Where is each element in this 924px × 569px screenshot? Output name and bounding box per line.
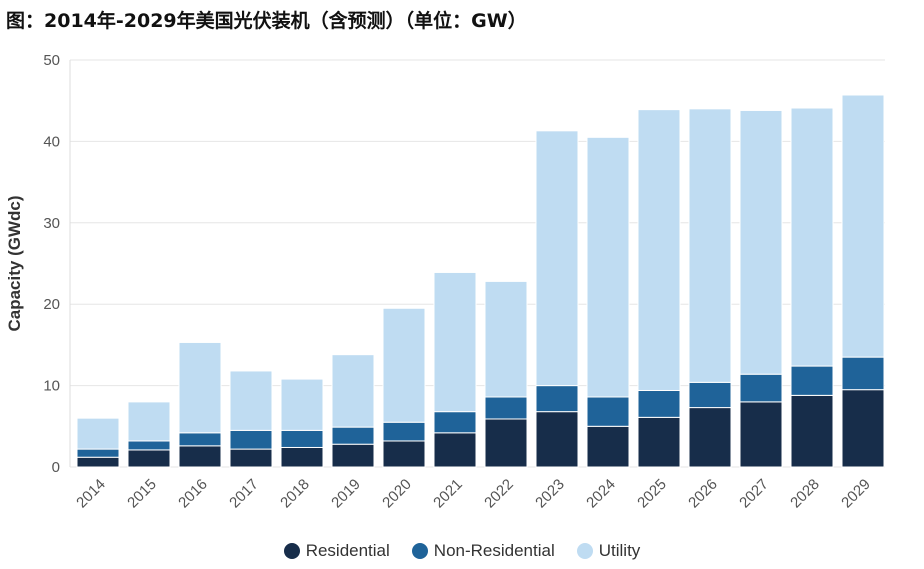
- chart-legend: Residential Non-Residential Utility: [0, 541, 924, 561]
- bar-residential-2027: [739, 401, 783, 468]
- x-tick-label: 2016: [175, 476, 211, 512]
- bar-non-residential-2016: [178, 432, 222, 447]
- x-tick-label: 2029: [838, 476, 874, 512]
- bar-non-residential-2019: [331, 426, 375, 445]
- bar-residential-2026: [688, 407, 732, 468]
- legend-item-non-residential: Non-Residential: [411, 541, 555, 561]
- bar-utility-2025: [637, 109, 681, 391]
- y-tick-label: 0: [52, 459, 60, 476]
- x-tick-label: 2019: [328, 476, 364, 512]
- bar-utility-2020: [382, 307, 426, 423]
- bar-utility-2017: [229, 370, 273, 431]
- legend-swatch-non-residential: [411, 543, 428, 559]
- bar-non-residential-2018: [280, 429, 324, 448]
- bar-residential-2016: [178, 445, 222, 468]
- x-tick-label: 2027: [736, 476, 772, 512]
- x-tick-label: 2021: [430, 476, 466, 512]
- bar-non-residential-2023: [535, 385, 579, 413]
- bar-non-residential-2022: [484, 396, 528, 420]
- y-tick-label: 30: [43, 215, 60, 232]
- bar-utility-2019: [331, 354, 375, 428]
- bar-residential-2029: [841, 389, 885, 468]
- bar-non-residential-2015: [127, 440, 171, 451]
- x-tick-label: 2017: [226, 476, 262, 512]
- bar-residential-2025: [637, 416, 681, 468]
- bar-utility-2022: [484, 280, 528, 398]
- x-tick-label: 2023: [532, 476, 568, 512]
- x-tick-label: 2028: [787, 476, 823, 512]
- bar-residential-2014: [76, 456, 120, 468]
- bar-non-residential-2025: [637, 389, 681, 418]
- bar-residential-2015: [127, 449, 171, 468]
- bar-utility-2028: [790, 107, 834, 367]
- bar-non-residential-2020: [382, 421, 426, 442]
- legend-label-non-residential: Non-Residential: [433, 541, 555, 560]
- x-tick-label: 2024: [583, 476, 619, 512]
- bar-residential-2017: [229, 448, 273, 468]
- bar-residential-2018: [280, 446, 324, 468]
- y-tick-label: 50: [43, 52, 60, 69]
- bar-residential-2028: [790, 394, 834, 468]
- y-tick-label: 40: [43, 133, 60, 150]
- bar-residential-2022: [484, 418, 528, 468]
- bar-utility-2021: [433, 271, 477, 413]
- bar-utility-2024: [586, 136, 630, 398]
- y-axis-label: Capacity (GWdc): [5, 195, 24, 331]
- x-tick-label: 2018: [277, 476, 313, 512]
- bar-residential-2024: [586, 425, 630, 468]
- bar-utility-2014: [76, 417, 120, 450]
- bar-utility-2018: [280, 378, 324, 431]
- bar-non-residential-2024: [586, 396, 630, 427]
- bar-utility-2027: [739, 109, 783, 375]
- bar-non-residential-2017: [229, 429, 273, 450]
- x-tick-label: 2022: [481, 476, 517, 512]
- bar-non-residential-2014: [76, 448, 120, 458]
- x-tick-label: 2020: [379, 476, 415, 512]
- bar-utility-2029: [841, 94, 885, 358]
- legend-item-utility: Utility: [576, 541, 641, 561]
- bar-non-residential-2027: [739, 373, 783, 403]
- legend-item-residential: Residential: [283, 541, 390, 561]
- stacked-bar-chart: 0 10 20 30 40 50 Capacity (GWdc) 2014 2015 2016 20…: [5, 52, 885, 512]
- bar-non-residential-2021: [433, 411, 477, 434]
- bar-utility-2016: [178, 341, 222, 434]
- y-tick-label: 10: [43, 378, 60, 395]
- legend-swatch-utility: [576, 543, 593, 559]
- bar-residential-2021: [433, 432, 477, 468]
- bar-residential-2023: [535, 411, 579, 468]
- bar-non-residential-2029: [841, 356, 885, 391]
- bar-utility-2026: [688, 108, 732, 383]
- x-tick-label: 2025: [634, 476, 670, 512]
- y-tick-label: 20: [43, 296, 60, 313]
- x-tick-label: 2015: [124, 476, 160, 512]
- bar-utility-2015: [127, 401, 171, 442]
- legend-swatch-residential: [283, 543, 300, 559]
- x-tick-label: 2014: [73, 476, 109, 512]
- bar-residential-2020: [382, 440, 426, 468]
- bar-utility-2023: [535, 130, 579, 387]
- bar-residential-2019: [331, 443, 375, 468]
- x-tick-label: 2026: [685, 476, 721, 512]
- legend-label-residential: Residential: [305, 541, 390, 560]
- bar-non-residential-2028: [790, 365, 834, 396]
- chart-title: 图：2014年-2029年美国光伏装机（含预测）（单位：GW）: [6, 10, 527, 32]
- legend-label-utility: Utility: [598, 541, 641, 560]
- bar-non-residential-2026: [688, 381, 732, 409]
